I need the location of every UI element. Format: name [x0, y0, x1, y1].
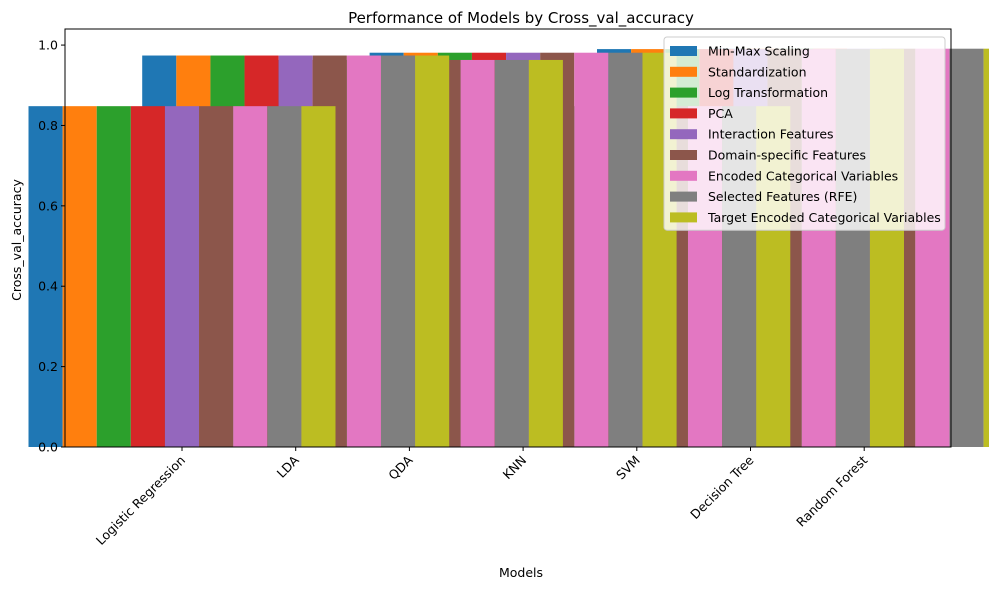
- legend-swatch: [670, 87, 697, 98]
- y-axis: 0.0 0.2 0.4 0.6 0.8 1.0: [38, 38, 65, 455]
- bar: [164, 106, 200, 448]
- legend-box: [663, 36, 946, 231]
- legend-swatch: [670, 129, 697, 140]
- x-tick-label: SVM: [613, 453, 643, 483]
- legend-swatch: [670, 212, 697, 223]
- legend-swatch: [670, 150, 697, 160]
- y-tick-label: 0.2: [38, 359, 58, 374]
- bar: [199, 106, 234, 448]
- legend-label: Interaction Features: [708, 127, 834, 142]
- bar: [983, 48, 989, 448]
- legend-swatch: [670, 46, 697, 56]
- bar: [608, 52, 643, 447]
- legend-label: Domain-specific Features: [708, 148, 866, 163]
- bar: [460, 59, 495, 447]
- legend-label: Selected Features (RFE): [708, 189, 857, 204]
- bar: [415, 55, 450, 448]
- x-axis: Logistic Regression LDA QDA KNN SVM Decision …: [93, 447, 870, 548]
- x-tick-label: Logistic Regression: [93, 453, 188, 548]
- bar: [62, 106, 97, 448]
- y-tick-label: 0.0: [38, 440, 58, 455]
- legend: Min-Max Scaling Standardization Log Transf…: [663, 36, 946, 231]
- x-tick-label: Random Forest: [793, 452, 870, 529]
- x-axis-label: Models: [499, 565, 543, 580]
- legend-label: Min-Max Scaling: [708, 44, 810, 59]
- legend-swatch: [670, 66, 697, 77]
- bar: [28, 106, 63, 448]
- legend-label: Encoded Categorical Variables: [708, 168, 898, 183]
- x-tick-label: KNN: [500, 453, 530, 483]
- bar: [233, 106, 268, 448]
- x-tick-label: QDA: [385, 452, 416, 483]
- y-axis-label: Cross_val_accuracy: [9, 179, 24, 301]
- bar: [494, 59, 529, 447]
- x-tick-label: Decision Tree: [687, 452, 757, 522]
- bar: [949, 48, 984, 448]
- bar: [130, 106, 165, 448]
- y-tick-label: 0.8: [38, 118, 58, 133]
- bar: [574, 52, 609, 447]
- y-tick-label: 1.0: [38, 38, 58, 53]
- y-tick-label: 0.4: [38, 279, 58, 294]
- legend-label: Target Encoded Categorical Variables: [707, 210, 941, 225]
- legend-label: PCA: [708, 106, 733, 121]
- x-tick-label: LDA: [274, 452, 303, 481]
- bar: [96, 106, 131, 448]
- bar: [267, 106, 302, 448]
- chart-title: Performance of Models by Cross_val_accur…: [348, 9, 694, 28]
- legend-label: Standardization: [708, 64, 807, 79]
- y-tick-label: 0.6: [38, 198, 58, 213]
- legend-swatch: [670, 170, 697, 181]
- legend-label: Log Transformation: [708, 85, 828, 100]
- legend-swatch: [670, 108, 697, 119]
- plot-frame: [64, 28, 952, 448]
- bar: [380, 55, 416, 448]
- bar: [301, 106, 336, 448]
- bar: [346, 55, 381, 448]
- bar: [528, 59, 563, 447]
- legend-swatch: [670, 191, 697, 202]
